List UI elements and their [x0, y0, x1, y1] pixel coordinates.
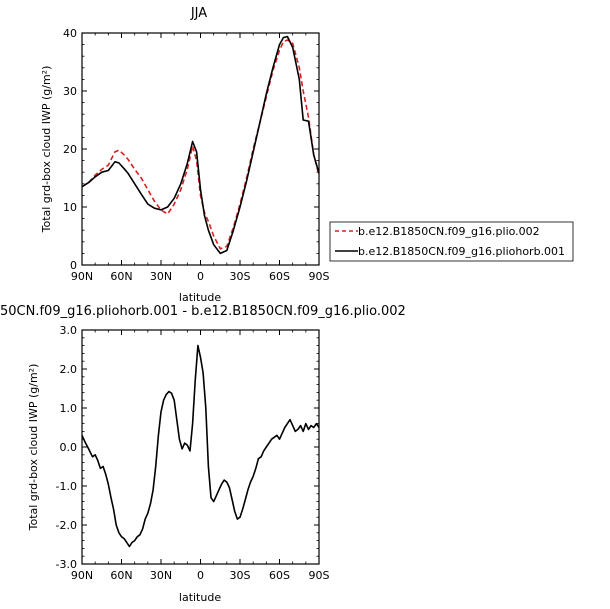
top-y-tick-label: 40 — [63, 27, 77, 40]
bottom-series-line-0 — [81, 344, 320, 548]
top-x-tick-label: 60N — [110, 270, 132, 283]
bottom-y-tick-label: -1.0 — [56, 480, 77, 493]
bottom-panel: 50CN.f09_g16.pliohorb.001 - b.e12.B1850C… — [0, 304, 406, 604]
bottom-y-tick-label: -3.0 — [56, 558, 77, 571]
bottom-x-tick-label: 60N — [110, 569, 132, 582]
legend: b.e12.B1850CN.f09_g16.plio.002 b.e12.B18… — [329, 221, 574, 262]
top-series-line-0 — [81, 39, 320, 250]
top-series-line-1 — [81, 35, 320, 255]
top-x-tick-label: 60S — [269, 270, 290, 283]
legend-label-plio: b.e12.B1850CN.f09_g16.plio.002 — [358, 225, 540, 238]
top-y-tick-label: 20 — [63, 143, 77, 156]
bottom-plot-frame — [81, 329, 320, 565]
top-y-tick-label: 30 — [63, 85, 77, 98]
top-x-tick-label: 90S — [309, 270, 330, 283]
bottom-y-tick-label: 1.0 — [60, 402, 78, 415]
legend-box — [329, 221, 574, 262]
top-x-tick-label: 30N — [150, 270, 172, 283]
bottom-x-tick-label: 90N — [71, 569, 93, 582]
bottom-y-tick-label: -2.0 — [56, 519, 77, 532]
bottom-x-axis-label: latitude — [179, 591, 221, 604]
top-y-axis-label: Total grd-box cloud IWP (g/m²) — [40, 66, 53, 234]
top-x-tick-label: 90N — [71, 270, 93, 283]
bottom-x-tick-label: 30S — [230, 569, 251, 582]
top-x-tick-label: 0 — [197, 270, 204, 283]
top-panel: JJA 0 10 20 30 40 90N 60N 30N 0 30S 60S 90S latitu… — [40, 6, 330, 304]
bottom-y-tick-label: 0.0 — [60, 441, 78, 454]
legend-label-pliohorb: b.e12.B1850CN.f09_g16.pliohorb.001 — [358, 245, 565, 258]
top-plot-frame — [81, 32, 320, 266]
top-chart-title: JJA — [190, 6, 207, 21]
bottom-x-tick-label: 0 — [197, 569, 204, 582]
top-y-tick-label: 10 — [63, 201, 77, 214]
bottom-y-tick-label: 2.0 — [60, 363, 78, 376]
bottom-y-tick-label: 3.0 — [60, 324, 78, 337]
bottom-chart-title: 50CN.f09_g16.pliohorb.001 - b.e12.B1850C… — [0, 304, 406, 319]
bottom-x-tick-label: 30N — [150, 569, 172, 582]
bottom-x-tick-label: 60S — [269, 569, 290, 582]
top-x-tick-label: 30S — [230, 270, 251, 283]
bottom-x-tick-label: 90S — [309, 569, 330, 582]
top-x-axis-label: latitude — [179, 291, 221, 304]
top-y-tick-label: 0 — [70, 259, 77, 272]
bottom-y-axis-label: Total grd-box cloud IWP (g/m²) — [27, 364, 40, 532]
